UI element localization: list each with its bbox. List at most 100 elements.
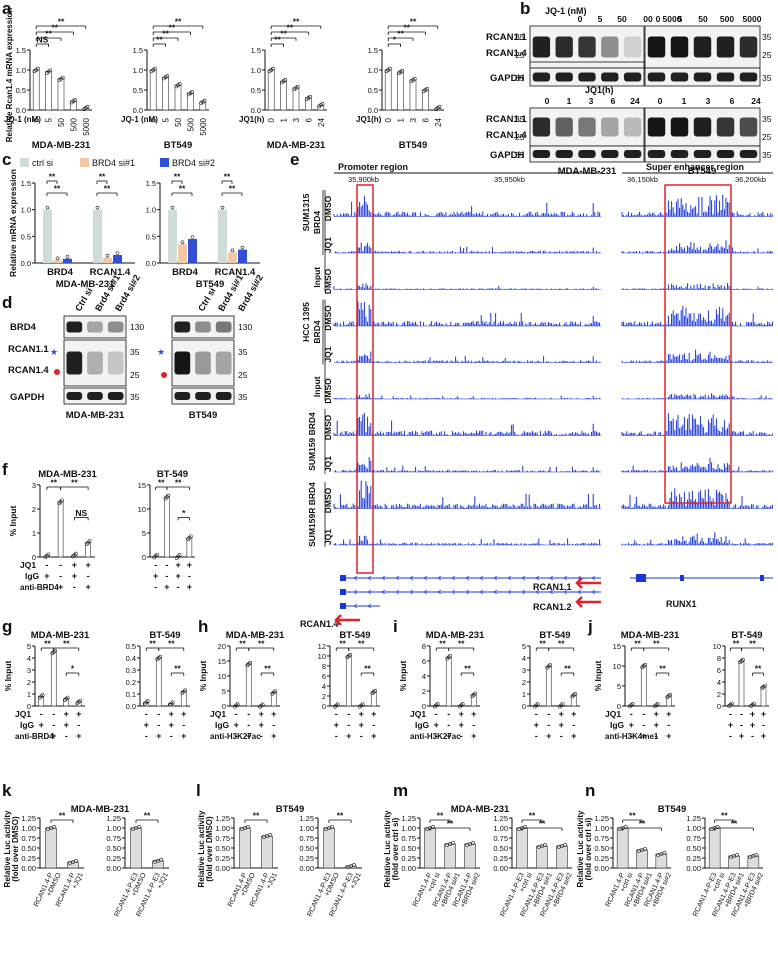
y-tick-label: 1 [32, 529, 36, 538]
panel-a-chart: 0.00.51.01.50 1 3 6 24********JQ1(h)MDA-MB-2… [239, 17, 327, 151]
strand-arrow [591, 575, 596, 581]
bar [228, 252, 237, 263]
category-label: 6 [421, 117, 430, 122]
y-tick-label: 2 [322, 692, 326, 701]
data-point [52, 825, 56, 829]
significance-mark: ** [653, 639, 660, 649]
significance-mark: ** [58, 17, 65, 27]
condition-mark: + [359, 709, 364, 719]
significance-mark: ** [629, 811, 636, 821]
condition-mark: - [40, 731, 43, 741]
strand-arrow [479, 575, 484, 581]
panel-letter-e: e [290, 150, 299, 169]
blot-band [739, 72, 758, 82]
category-label: BRD4 [47, 267, 74, 278]
condition-mark: + [39, 720, 44, 730]
bar [149, 69, 157, 111]
y-tick-label: 0.0 [16, 106, 26, 115]
blot-band [66, 321, 83, 333]
condition-mark: - [655, 731, 658, 741]
data-point [202, 98, 207, 103]
significance-mark: ** [149, 639, 156, 649]
chart-title: MDA-MB-231 [71, 804, 130, 815]
y-tick-label: 8 [322, 662, 326, 671]
significance-mark: ** [224, 172, 231, 182]
y-tick-label: 0.5 [146, 232, 156, 241]
condition-mark: + [175, 571, 180, 581]
panel-letter-a: a [2, 0, 12, 18]
significance-mark: ** [721, 811, 728, 821]
bar [238, 249, 247, 263]
data-point [752, 701, 756, 706]
y-tick-label: 0.0 [126, 702, 136, 711]
bar [199, 101, 207, 111]
condition-mark: - [157, 709, 160, 719]
significance-mark: ** [293, 17, 300, 27]
dose-label: 50 [698, 14, 708, 24]
blot-band [623, 72, 642, 82]
y-tick-label: 1.5 [133, 46, 143, 55]
y-tick-label: 0 [422, 702, 426, 711]
bar [345, 655, 352, 707]
data-point [448, 654, 453, 658]
mw-label: 130 [130, 322, 144, 332]
data-point [730, 701, 734, 706]
condition-mark: + [234, 720, 239, 730]
luc-chart-n: 0.000.250.500.751.001.25 ****RCAN1.4-P-E3… [686, 811, 765, 918]
y-tick-label: 15 [138, 481, 146, 490]
blot-band [555, 36, 573, 58]
y-tick-label: 3 [522, 666, 526, 675]
condition-mark: - [447, 709, 450, 719]
y-tick-label: 0.25 [686, 854, 701, 863]
condition-mark: - [40, 709, 43, 719]
y-tick-label: 1 [522, 690, 526, 699]
legend-swatch [80, 158, 89, 167]
y-tick-label: 1.0 [21, 206, 31, 215]
condition-mark: + [371, 709, 376, 719]
y-tick-label: 0 [27, 702, 31, 711]
blot-band [716, 36, 735, 58]
bar [63, 258, 72, 263]
data-point [73, 98, 77, 102]
strand-arrow [367, 603, 372, 609]
gene-models [340, 574, 773, 609]
row-label: JQ1 [410, 709, 426, 719]
chart-title: BT549 [399, 140, 428, 151]
y-tick-label: 5 [617, 682, 621, 691]
bar [103, 257, 112, 263]
y-tick-label: 0.00 [594, 864, 609, 873]
band-label: GAPDH [10, 392, 44, 403]
chip-ylabel: % Input [8, 505, 18, 536]
time-label: 0 [658, 96, 663, 106]
bar [70, 100, 77, 111]
chart-title: BT-549 [157, 469, 188, 480]
y-tick-label: 1.00 [686, 824, 701, 833]
y-tick-label: 4 [717, 678, 721, 687]
data-point [270, 66, 275, 71]
y-tick-label: 1.5 [16, 46, 26, 55]
gene-label: RCAN1.4 [300, 619, 339, 629]
bar [655, 853, 668, 869]
blot-band [578, 117, 596, 137]
chart-title: BT549 [276, 804, 305, 815]
data-point [754, 853, 759, 857]
category-label: 5000 [82, 117, 91, 135]
category-label: 50 [174, 117, 183, 126]
luc-chart-l: 0.000.250.500.751.001.25 **RCAN1.4-P+DMSO… [197, 810, 279, 908]
y-tick-label: 1.00 [299, 824, 314, 833]
cell-group-label: SUM159R BRD4 [307, 482, 317, 547]
blot-band [693, 72, 712, 82]
data-point [387, 66, 392, 71]
data-point [74, 859, 78, 863]
significance-mark: ** [286, 23, 293, 33]
y-tick-label: 1.25 [401, 814, 416, 823]
row-label: JQ1 [20, 560, 36, 570]
significance-mark: ** [168, 23, 175, 33]
condition-mark: + [259, 709, 264, 719]
blot-band [578, 36, 596, 58]
significance-mark: ** [458, 639, 465, 649]
strand-arrow [549, 589, 554, 595]
condition-mark: + [571, 731, 576, 741]
data-point [78, 698, 83, 703]
row-label: IgG [20, 720, 35, 730]
